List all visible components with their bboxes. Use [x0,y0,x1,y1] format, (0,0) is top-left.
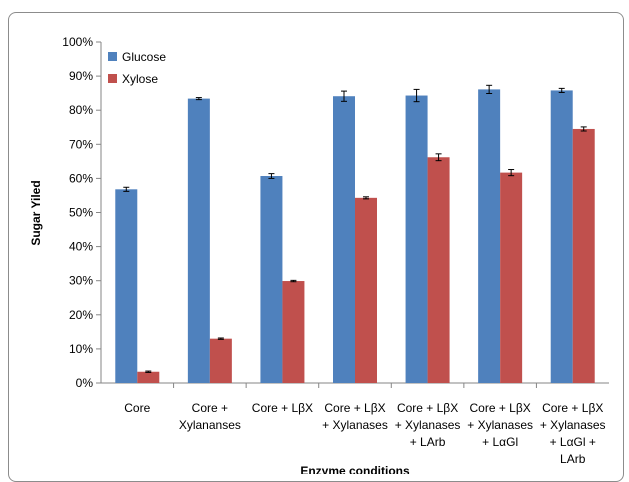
bar-glucose-2 [260,176,283,383]
y-tick-label: 0% [76,376,94,390]
bar-glucose-1 [187,98,210,383]
bar-xylose-3 [355,197,377,383]
bars [115,89,595,384]
x-tick-label: Core + [192,401,228,415]
y-tick-label: 20% [69,308,93,322]
y-tick-label: 80% [69,103,93,117]
bar-glucose-4 [405,95,428,384]
bar-xylose-4 [427,157,450,383]
x-tick-label: Core + LβX [542,401,603,415]
legend-swatch-glucose [108,52,117,61]
x-tick-label: + Xylanases [395,418,461,432]
y-tick-label: 10% [69,342,93,356]
x-tick-label: Core + LβX [252,401,313,415]
x-tick-label: + Xylanases [540,418,606,432]
bar-xylose-2 [282,281,305,383]
x-tick-label: LArb [560,452,586,466]
legend-label-glucose: Glucose [122,50,166,64]
bar-glucose-3 [333,96,355,384]
legend-label-xylose: Xylose [122,72,158,86]
y-tick-label: 50% [69,206,93,220]
y-axis-title: Sugar Yiled [29,180,43,245]
legend: Glucose Xylose [108,50,166,86]
bar-xylose-0 [137,371,160,383]
y-tick-label: 70% [69,137,93,151]
bar-xylose-5 [500,172,523,383]
y-tick-label: 100% [62,35,93,49]
x-tick-label: + Xylanases [467,418,533,432]
y-tick-label: 90% [69,69,93,83]
x-tick-label: + Xylanases [322,418,388,432]
legend-swatch-xylose [108,74,117,83]
y-tick-label: 30% [69,274,93,288]
x-axis-title: Enzyme conditions [300,464,410,474]
x-tick-label: Xylananses [179,418,241,432]
y-tick-label: 60% [69,171,93,185]
x-tick-label: + LαGl + [550,435,596,449]
error-bars [123,84,587,373]
x-tick-label: + LArb [410,435,446,449]
x-tick-label: + LαGl [482,435,518,449]
bar-xylose-6 [572,128,595,383]
x-tick-label: Core [124,401,150,415]
y-tick-label: 40% [69,240,93,254]
bar-glucose-6 [550,90,573,383]
x-tick-label: Core + LβX [470,401,531,415]
x-tick-label: Core + LβX [397,401,458,415]
bar-glucose-5 [478,89,501,384]
bar-glucose-0 [115,189,138,383]
x-tick-label: Core + LβX [324,401,385,415]
axis-labels: 0% 10% 20% 30% 40% 50% 60% 70% 80% 90% 100% Core Cor… [62,35,605,466]
bar-xylose-1 [209,338,232,383]
